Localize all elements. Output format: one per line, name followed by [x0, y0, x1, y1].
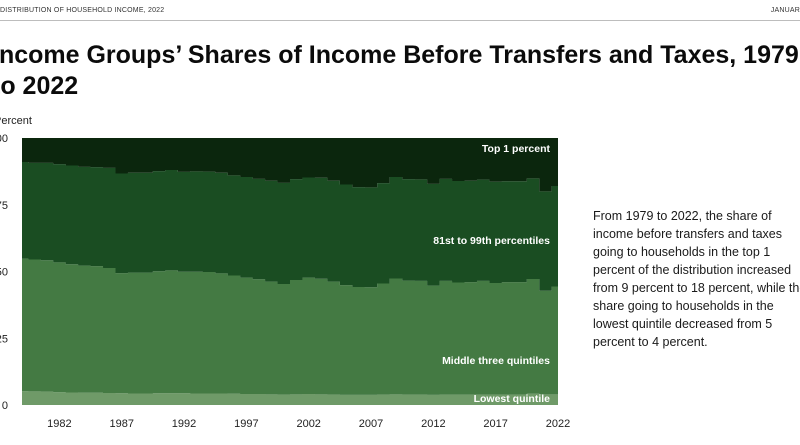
band-labels: Lowest quintile Middle three quintiles 81s… — [433, 143, 550, 405]
x-tick-label: 2017 — [483, 418, 507, 430]
area-layers — [22, 138, 558, 405]
header-report-title: DISTRIBUTION OF HOUSEHOLD INCOME, 2022 — [0, 7, 165, 14]
x-tick-label: 1997 — [234, 418, 258, 430]
y-tick-label: 100 — [0, 133, 8, 145]
y-tick-label: 50 — [0, 267, 8, 279]
x-tick-label: 1982 — [47, 418, 71, 430]
band-label-top-1: Top 1 percent — [482, 143, 551, 155]
y-axis-label: Percent — [0, 115, 32, 127]
y-tick-label: 75 — [0, 200, 8, 212]
y-tick-label: 0 — [2, 400, 8, 412]
header-date: JANUAR — [770, 7, 800, 14]
x-tick-label: 2012 — [421, 418, 445, 430]
x-tick-label: 2007 — [359, 418, 383, 430]
band-label-middle-three-quintiles: Middle three quintiles — [442, 355, 550, 367]
y-tick-label: 25 — [0, 333, 8, 345]
chart-annotation: From 1979 to 2022, the share of income b… — [593, 209, 800, 349]
area-middle-three-quintiles — [22, 258, 558, 395]
header-bar: DISTRIBUTION OF HOUSEHOLD INCOME, 2022 J… — [0, 0, 800, 21]
area-top-81-99 — [22, 162, 558, 291]
x-tick-label: 1992 — [172, 418, 196, 430]
band-label-top-81-99: 81st to 99th percentiles — [433, 235, 550, 247]
x-tick-label: 2002 — [296, 418, 320, 430]
chart-title: Income Groups’ Shares of Income Before T… — [0, 41, 799, 100]
area-top-1 — [22, 138, 558, 192]
x-tick-label: 1987 — [109, 418, 133, 430]
band-label-lowest-quintile: Lowest quintile — [474, 393, 551, 405]
x-tick-label: 2022 — [546, 418, 570, 430]
y-axis-ticks: 0 25 50 75 100 — [0, 133, 8, 412]
x-axis-ticks: 1982 1987 1992 1997 2002 2007 2012 2017 2022 — [47, 418, 570, 430]
